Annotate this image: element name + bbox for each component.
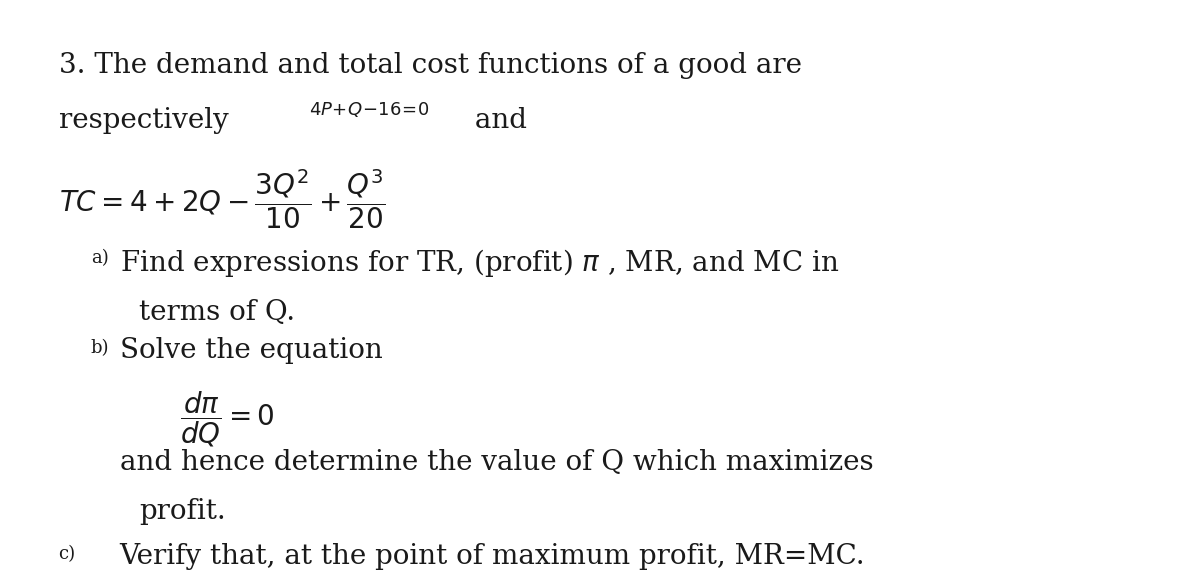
Text: 3. The demand and total cost functions of a good are: 3. The demand and total cost functions o… (59, 52, 802, 79)
Text: and hence determine the value of Q which maximizes: and hence determine the value of Q which… (120, 449, 874, 476)
Text: and: and (467, 107, 527, 134)
Text: Find expressions for TR, (profit) $\pi$ , MR, and MC in: Find expressions for TR, (profit) $\pi$ … (120, 247, 839, 279)
Text: a): a) (91, 250, 108, 267)
Text: profit.: profit. (139, 498, 226, 525)
Text: $TC = 4+2Q - \dfrac{3Q^2}{10}+\dfrac{Q^3}{20}$: $TC = 4+2Q - \dfrac{3Q^2}{10}+\dfrac{Q^3… (59, 167, 385, 231)
Text: c): c) (59, 545, 76, 564)
Text: respectively: respectively (59, 107, 238, 134)
Text: Solve the equation: Solve the equation (120, 337, 383, 364)
Text: $4P\!+\!Q\!-\!16\!=\!0$: $4P\!+\!Q\!-\!16\!=\!0$ (308, 100, 428, 119)
Text: $\dfrac{d\pi}{dQ} = 0$: $\dfrac{d\pi}{dQ} = 0$ (180, 389, 275, 449)
Text: terms of Q.: terms of Q. (139, 300, 295, 327)
Text: Verify that, at the point of maximum profit, MR=MC.: Verify that, at the point of maximum pro… (120, 543, 865, 570)
Text: b): b) (91, 339, 109, 358)
